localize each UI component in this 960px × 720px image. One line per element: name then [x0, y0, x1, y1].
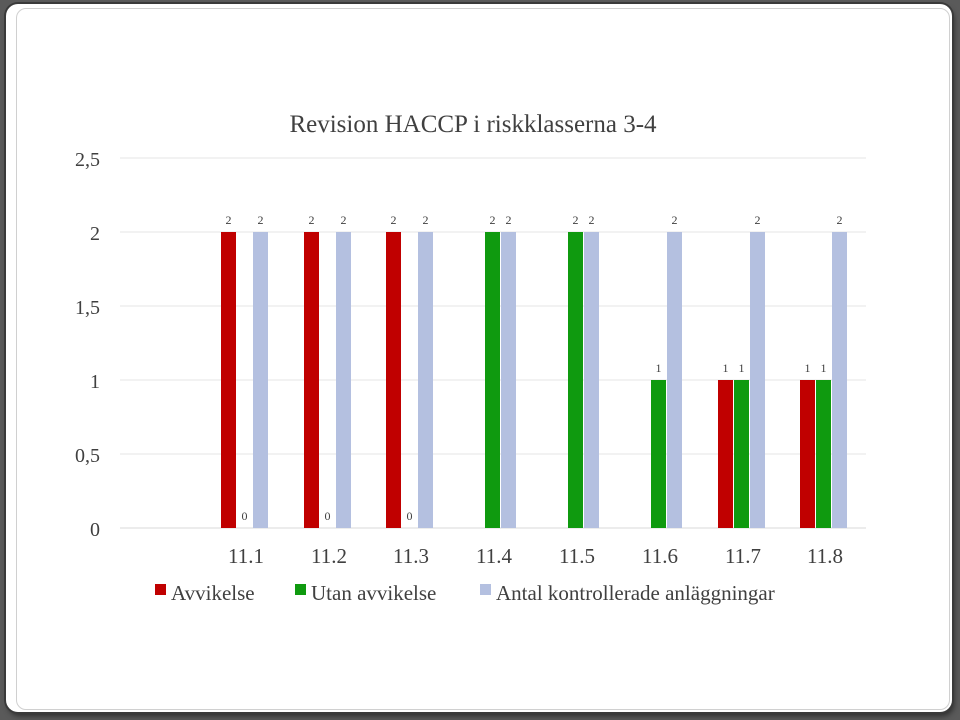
- bar-utan-avvikelse: [568, 232, 583, 528]
- data-label: 2: [506, 213, 512, 227]
- data-label: 2: [341, 213, 347, 227]
- data-label: 2: [391, 213, 397, 227]
- data-label: 2: [837, 213, 843, 227]
- legend-label: Antal kontrollerade anläggningar: [496, 581, 775, 605]
- data-label: 2: [573, 213, 579, 227]
- x-tick-label: 11.8: [807, 544, 843, 568]
- data-label: 0: [325, 509, 331, 523]
- bar-antal-kontrollerade-anläggningar: [584, 232, 599, 528]
- bar-avvikelse: [221, 232, 236, 528]
- bar-avvikelse: [386, 232, 401, 528]
- y-tick-label: 2,5: [75, 149, 100, 171]
- x-tick-label: 11.3: [393, 544, 429, 568]
- data-label: 2: [309, 213, 315, 227]
- y-tick-label: 1,5: [75, 297, 100, 319]
- bar-antal-kontrollerade-anläggningar: [336, 232, 351, 528]
- bar-antal-kontrollerade-anläggningar: [501, 232, 516, 528]
- data-label: 2: [672, 213, 678, 227]
- x-tick-label: 11.4: [476, 544, 512, 568]
- bar-antal-kontrollerade-anläggningar: [667, 232, 682, 528]
- bar-avvikelse: [718, 380, 733, 528]
- data-label: 2: [258, 213, 264, 227]
- data-label: 2: [423, 213, 429, 227]
- bar-antal-kontrollerade-anläggningar: [832, 232, 847, 528]
- bar-utan-avvikelse: [485, 232, 500, 528]
- bar-utan-avvikelse: [816, 380, 831, 528]
- x-tick-label: 11.6: [642, 544, 678, 568]
- legend-label: Avvikelse: [171, 581, 255, 605]
- bar-antal-kontrollerade-anläggningar: [750, 232, 765, 528]
- x-tick-label: 11.5: [559, 544, 595, 568]
- data-label: 2: [589, 213, 595, 227]
- data-label: 1: [723, 361, 729, 375]
- bar-antal-kontrollerade-anläggningar: [418, 232, 433, 528]
- data-label: 2: [226, 213, 232, 227]
- y-tick-label: 0,5: [75, 445, 100, 467]
- bar-avvikelse: [304, 232, 319, 528]
- data-label: 0: [242, 509, 248, 523]
- chart-title: Revision HACCP i riskklasserna 3-4: [289, 111, 657, 138]
- y-tick-label: 1: [90, 371, 100, 393]
- bar-utan-avvikelse: [734, 380, 749, 528]
- data-label: 0: [407, 509, 413, 523]
- legend-swatch: [155, 584, 166, 595]
- data-label: 1: [739, 361, 745, 375]
- y-tick-label: 2: [90, 223, 100, 245]
- bar-avvikelse: [800, 380, 815, 528]
- bar-chart: Revision HACCP i riskklasserna 3-400,511…: [75, 111, 866, 605]
- legend-swatch: [480, 584, 491, 595]
- x-tick-label: 11.1: [228, 544, 264, 568]
- legend-swatch: [295, 584, 306, 595]
- data-label: 2: [755, 213, 761, 227]
- data-label: 1: [805, 361, 811, 375]
- data-label: 2: [490, 213, 496, 227]
- x-tick-label: 11.2: [311, 544, 347, 568]
- legend-label: Utan avvikelse: [311, 581, 436, 605]
- y-tick-label: 0: [90, 519, 100, 541]
- data-label: 1: [821, 361, 827, 375]
- data-label: 1: [656, 361, 662, 375]
- slide: Revision HACCP i riskklasserna 3-4 0 0,5 1 1…: [6, 4, 952, 712]
- bar-utan-avvikelse: [651, 380, 666, 528]
- x-tick-label: 11.7: [725, 544, 761, 568]
- bar-antal-kontrollerade-anläggningar: [253, 232, 268, 528]
